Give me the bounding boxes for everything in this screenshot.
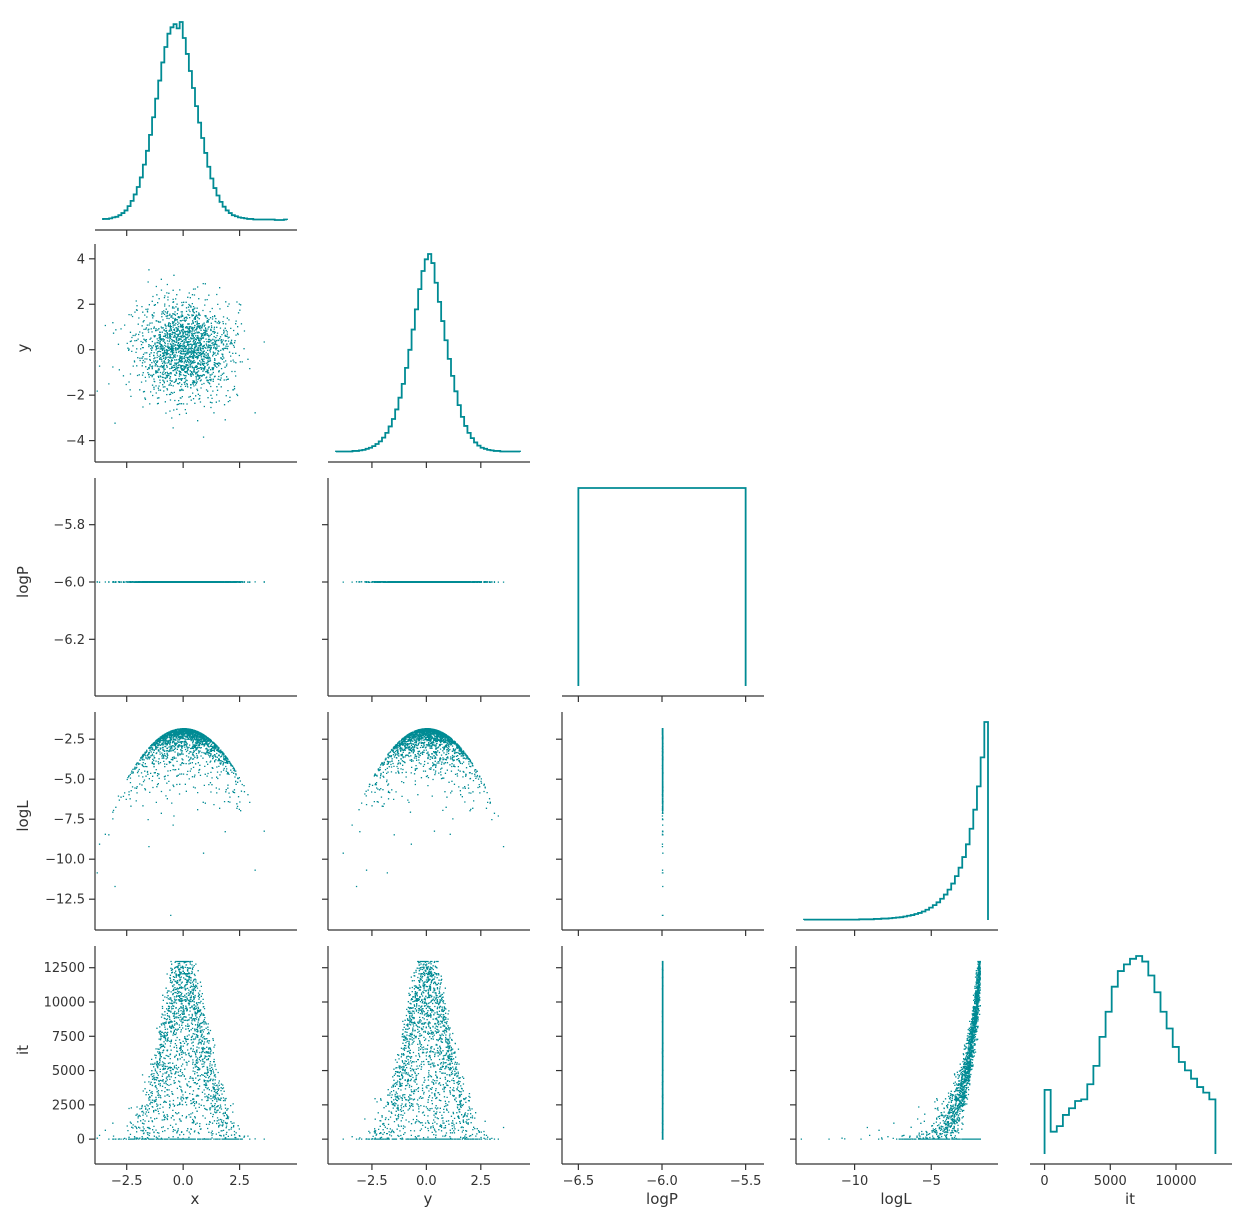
- x-tick-label: −6.5: [563, 1174, 595, 1189]
- panel-x-vs-x: [95, 21, 297, 236]
- x-axis-label: logP: [646, 1190, 678, 1208]
- x-tick-label: −6.0: [646, 1174, 678, 1189]
- histogram-logL: [803, 721, 989, 921]
- x-tick-label: 2.5: [229, 1174, 250, 1189]
- y-tick-label: −12.5: [45, 893, 85, 908]
- panel-it-vs-x: −2.5 0.0 2.5 x 0 2500 5000 7500 10000 12500 it: [14, 946, 297, 1208]
- x-tick-label: 5000: [1094, 1174, 1127, 1189]
- y-axis-label: y: [14, 343, 32, 352]
- panel-logL-vs-y: [322, 712, 530, 936]
- histogram-y: [335, 253, 521, 453]
- panel-logL-vs-logL: [796, 721, 998, 936]
- y-tick-label: 0: [77, 1133, 85, 1148]
- panel-it-vs-logL: −10 −5 logL: [790, 946, 998, 1208]
- scatter-points: [800, 960, 981, 1140]
- x-tick-label: −2.5: [111, 1174, 143, 1189]
- x-tick-label: −5.5: [730, 1174, 762, 1189]
- scatter-points: [96, 960, 265, 1140]
- histogram-x: [102, 21, 288, 221]
- scatter-points: [96, 269, 265, 438]
- scatter-points: [661, 960, 664, 1140]
- panel-y-vs-y: [328, 253, 530, 468]
- panel-logL-vs-x: −12.5 −10.0 −7.5 −5.0 −2.5 logL: [14, 712, 297, 936]
- x-tick-label: 2.5: [470, 1174, 491, 1189]
- y-tick-label: −5.0: [53, 773, 85, 788]
- panel-it-vs-it: 0 5000 10000 it: [1030, 955, 1232, 1208]
- x-axis-label: it: [1125, 1190, 1135, 1208]
- y-tick-label: 4: [77, 252, 85, 267]
- y-tick-label: −4: [66, 434, 85, 449]
- y-tick-label: 12500: [44, 961, 85, 976]
- y-tick-label: 0: [77, 343, 85, 358]
- panel-logP-vs-y: [322, 478, 530, 702]
- y-tick-label: −10.0: [45, 853, 85, 868]
- scatter-points: [96, 581, 265, 583]
- y-tick-label: 10000: [44, 996, 85, 1011]
- x-tick-label: −2.5: [356, 1174, 388, 1189]
- y-tick-label: 2500: [52, 1098, 85, 1113]
- y-tick-label: −6.2: [53, 633, 85, 648]
- panel-it-vs-logP: −6.5 −6.0 −5.5 logP: [556, 946, 764, 1208]
- y-axis-label: it: [14, 1045, 32, 1055]
- y-tick-label: −5.8: [53, 518, 85, 533]
- scatter-points: [661, 727, 664, 917]
- x-tick-label: 10000: [1155, 1174, 1196, 1189]
- histogram-logP: [577, 487, 747, 686]
- panel-logP-vs-logP: [562, 487, 764, 702]
- panel-logL-vs-logP: [556, 712, 764, 936]
- y-tick-label: 7500: [52, 1030, 85, 1045]
- y-tick-label: −2: [66, 389, 85, 404]
- histogram-it: [1043, 955, 1217, 1154]
- y-tick-label: 5000: [52, 1064, 85, 1079]
- scatter-points: [342, 581, 505, 583]
- x-axis-label: logL: [880, 1190, 912, 1208]
- y-tick-label: −7.5: [53, 813, 85, 828]
- scatter-points: [342, 727, 505, 888]
- scatter-points: [342, 960, 505, 1140]
- x-tick-label: 0: [1040, 1174, 1048, 1189]
- y-tick-label: −6.0: [53, 576, 85, 591]
- x-axis-label: x: [191, 1190, 200, 1208]
- y-tick-label: 2: [77, 298, 85, 313]
- x-tick-label: −10: [841, 1174, 868, 1189]
- y-axis-label: logL: [14, 800, 32, 832]
- scatter-points: [96, 727, 265, 917]
- panel-it-vs-y: −2.5 0.0 2.5 y: [322, 946, 530, 1208]
- x-axis-label: y: [424, 1190, 433, 1208]
- x-tick-label: 0.0: [416, 1174, 437, 1189]
- panel-logP-vs-x: −6.2 −6.0 −5.8 logP: [14, 478, 297, 702]
- y-tick-label: −2.5: [53, 733, 85, 748]
- x-tick-label: −5: [922, 1174, 941, 1189]
- y-axis-label: logP: [14, 566, 32, 598]
- panel-y-vs-x: −4 −2 0 2 4 y: [14, 244, 297, 468]
- x-tick-label: 0.0: [173, 1174, 194, 1189]
